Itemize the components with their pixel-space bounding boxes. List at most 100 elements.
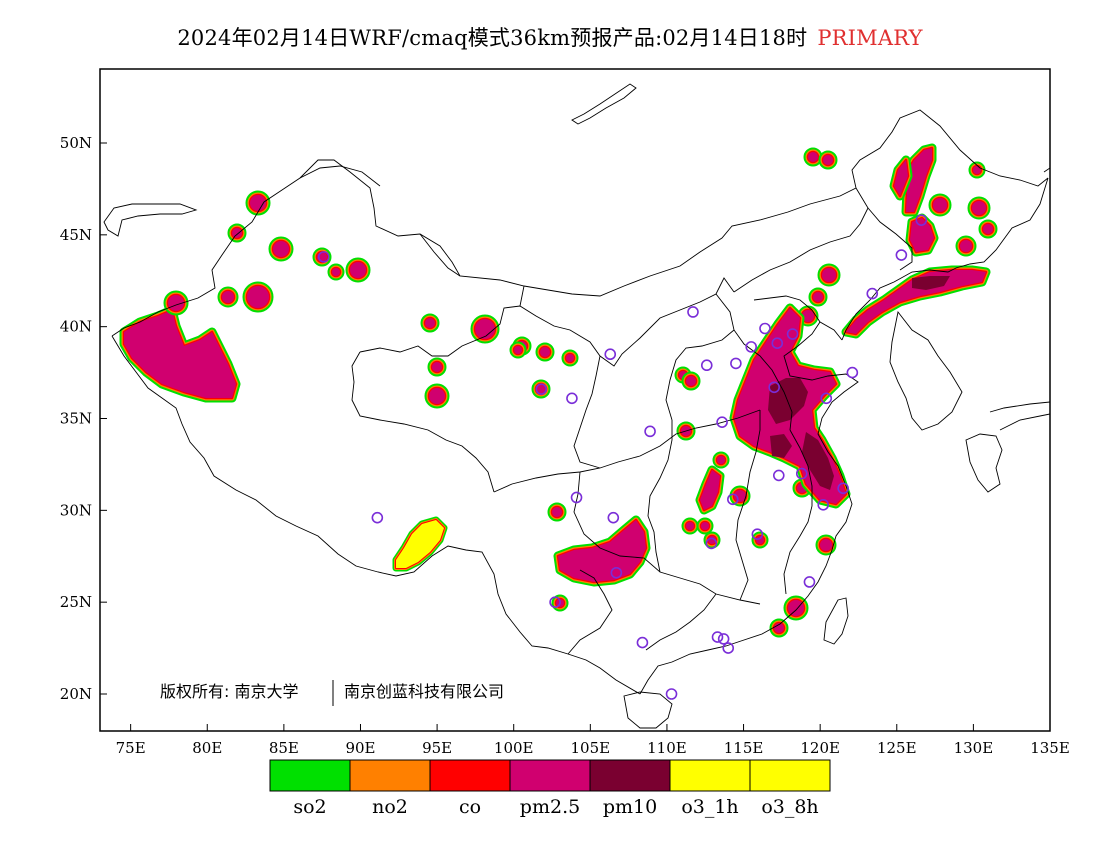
pollution-blob [432,362,442,372]
station-marker [317,251,330,263]
japan-honshu [989,401,1050,431]
station-marker [566,392,578,405]
station-marker [549,596,561,608]
legend-label: no2 [372,796,408,818]
station-marker [716,416,728,428]
pollution-blob [894,160,908,196]
copyright-right: 南京创蓝科技有限公司 [344,682,504,701]
pollution-blob [912,276,950,290]
station-marker [745,341,758,353]
station-marker [570,491,583,504]
pollution-blob [700,470,720,510]
pollution-blob [566,354,574,362]
legend-swatch [269,759,351,792]
caspian [103,203,198,237]
japan-kyushu [965,433,1003,493]
pollution-blob [540,347,550,357]
pollution-blob [822,268,836,282]
boundaries [103,83,1050,729]
pollution-blob [514,346,522,354]
pollution-blob [972,201,986,215]
pollution-blob [247,286,269,308]
lat-tick-label: 35N [60,410,92,428]
ne-coast [841,177,1049,341]
pollution-blob [910,218,934,252]
station-marker [604,348,617,361]
map-title-tag: PRIMARY [817,26,923,50]
pollution-blob [701,522,709,530]
pollution-blob [846,270,986,334]
legend-label: o3_1h [681,796,738,818]
station-marker [535,383,548,395]
legend-label: co [459,796,481,818]
pollution-blob [788,600,804,616]
legend-swatch [509,759,591,792]
lon-tick-label: 105E [571,739,611,757]
taiwan [823,597,849,645]
pollution-blob [973,166,981,174]
station-marker [846,366,859,379]
lon-tick-label: 135E [1030,739,1070,757]
station-marker [772,469,785,482]
lat-tick-label: 45N [60,226,92,244]
map-title-main: 2024年02月14日WRF/cmaq模式36km预报产品:02月14日18时 [177,26,808,50]
station-marker [610,566,623,579]
pollution-blob [960,240,972,252]
lat-tick-label: 30N [60,501,92,519]
legend-swatch [749,759,831,792]
station-marker [687,306,699,318]
pollution-blob [686,522,694,530]
pollution-blob [906,148,932,212]
lon-tick-label: 80E [192,739,222,757]
station-marker [759,322,771,335]
lon-tick-label: 90E [345,739,375,757]
lat-tick-label: 50N [60,134,92,152]
station-marker [795,467,808,480]
lon-tick-label: 110E [647,739,687,757]
pollution-blob [756,536,764,544]
station-marker [786,328,799,340]
legend-swatch [429,759,511,792]
pollution-blob [734,490,746,502]
lon-tick-label: 125E [877,739,917,757]
lat-tick-label: 20N [60,685,92,703]
pollution-blob [350,262,366,278]
pollution-blob [425,318,435,328]
pollution-blob [558,520,646,582]
pollution-blob [475,319,495,339]
station-marker [607,511,620,524]
lon-tick-label: 85E [269,739,299,757]
pollution-blob [222,291,234,303]
legend-swatch [669,759,751,792]
copyright-left: 版权所有: 南京大学 [160,682,298,701]
station-marker [866,287,879,300]
lake-baikal [571,83,637,125]
pollution-blob [250,195,266,211]
korea [889,310,963,431]
pollution-blob [536,384,546,394]
pollution-blob [802,432,834,490]
lat-tick-label: 25N [60,593,92,611]
station-marker [820,392,833,405]
legend-label: so2 [293,796,326,818]
pollution-blob [820,539,832,551]
pollution-blob [273,241,289,257]
pollution-blob [396,520,444,568]
legend-swatch [349,759,431,792]
pollution-blob [232,228,242,238]
station-marker [700,359,713,372]
legend-label: o3_8h [761,796,818,818]
lon-tick-label: 95E [422,739,452,757]
station-marker [803,576,816,588]
station-marker [837,482,849,495]
pollution-blob [802,310,814,322]
station-marker [915,214,928,226]
pollution-blob [770,434,792,458]
station-marker [371,511,384,524]
lat-axis: 50N 45N 40N 35N 30N 25N 20N [60,134,107,703]
map-title: 2024年02月14日WRF/cmaq模式36km预报产品:02月14日18时 P… [0,22,1100,52]
pollution-blob [124,310,236,398]
lon-tick-label: 130E [954,739,994,757]
station-markers [317,214,928,700]
